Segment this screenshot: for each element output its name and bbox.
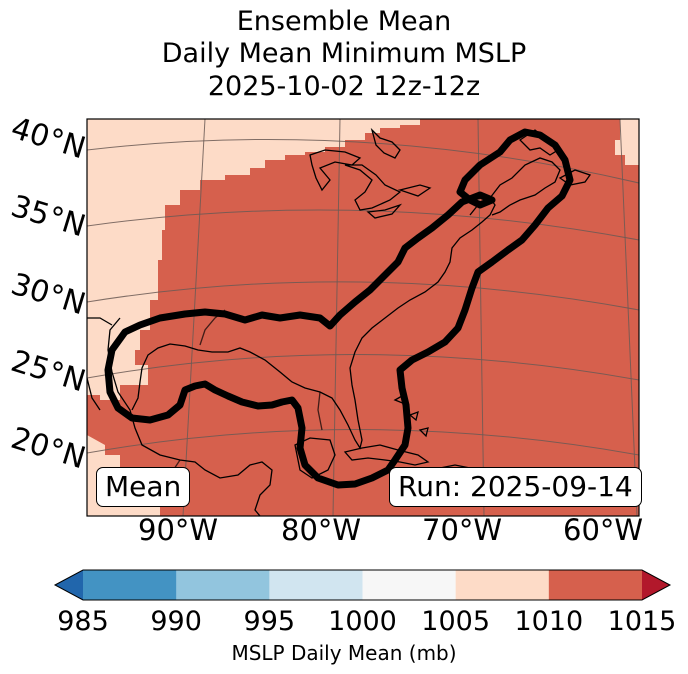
cuba bbox=[343, 444, 430, 466]
colorbar-label: MSLP Daily Mean (mb) bbox=[231, 641, 457, 665]
mexico-coast bbox=[107, 317, 273, 516]
colorbar-tick-label: 990 bbox=[150, 606, 202, 637]
lon-label-90w: 90°W bbox=[138, 513, 219, 547]
mean-label-box: Mean bbox=[96, 467, 191, 507]
colorbar-segment bbox=[455, 570, 550, 600]
high-pressure-fill bbox=[87, 119, 639, 516]
colorbar-segment bbox=[362, 570, 457, 600]
map-frame bbox=[86, 118, 640, 517]
colorbar-tick-label: 1015 bbox=[607, 606, 677, 637]
colorbar-tick-label: 985 bbox=[57, 606, 109, 637]
colorbar-outline bbox=[53, 569, 672, 601]
colorbar-tick-label: 995 bbox=[243, 606, 296, 637]
lon-label-60w: 60°W bbox=[563, 513, 644, 547]
colorbar-over-extension bbox=[642, 570, 670, 600]
title-line-1: Ensemble Mean bbox=[236, 6, 452, 37]
colorbar-segment bbox=[176, 570, 270, 600]
map-content bbox=[87, 119, 639, 516]
run-label-box: Run: 2025-09-14 bbox=[389, 467, 642, 507]
colorbar bbox=[53, 569, 672, 601]
lon-label-70w: 70°W bbox=[422, 513, 503, 547]
colorbar-segment bbox=[83, 570, 177, 600]
colorbar-tick-label: 1000 bbox=[328, 606, 397, 637]
contour-line bbox=[104, 128, 574, 489]
northeast-coast bbox=[489, 157, 561, 216]
east-coast bbox=[131, 197, 496, 450]
lake-outline bbox=[370, 127, 401, 159]
latitude-lines bbox=[87, 138, 639, 456]
lon-label-80w: 80°W bbox=[281, 513, 362, 547]
colorbar-tick-label: 1005 bbox=[421, 606, 491, 637]
title-line-3: 2025-10-02 12z-12z bbox=[207, 71, 481, 102]
colorbar-segment bbox=[548, 570, 643, 600]
colorbar-tick-label: 1010 bbox=[514, 606, 584, 637]
great-lakes bbox=[309, 149, 432, 219]
colorbar-segment bbox=[269, 570, 363, 600]
colorbar-under-extension bbox=[55, 570, 83, 600]
title-line-2: Daily Mean Minimum MSLP bbox=[161, 38, 527, 69]
